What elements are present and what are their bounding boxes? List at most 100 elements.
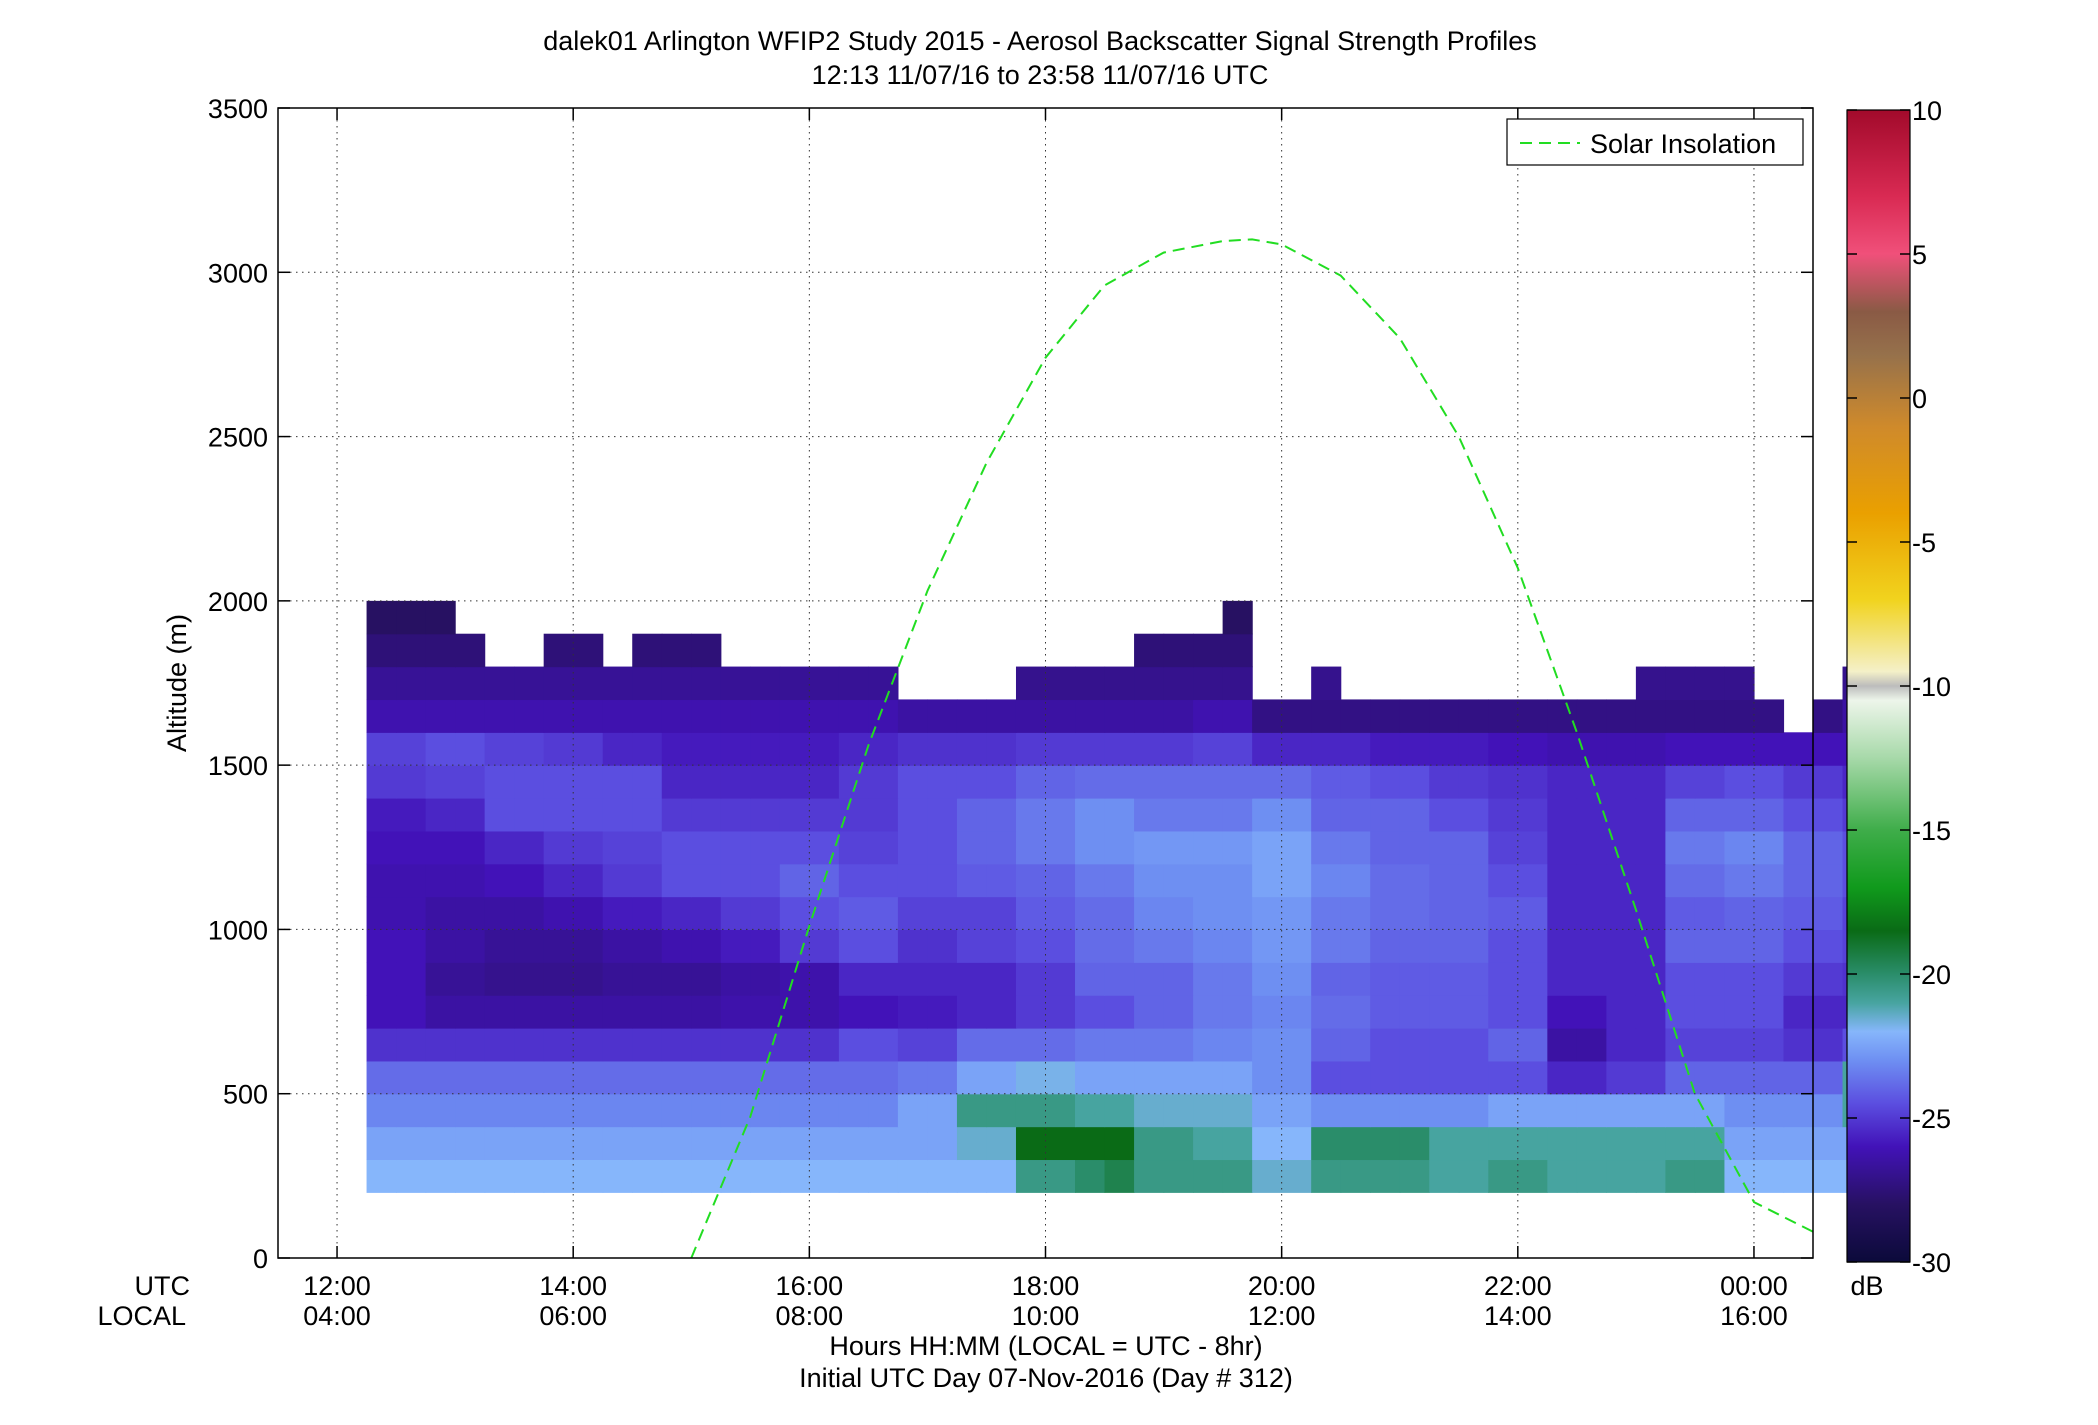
heatmap-cell [956,896,988,931]
heatmap-cell [956,830,988,865]
heatmap-cell [1429,995,1460,1029]
heatmap-cell [1576,1159,1607,1193]
heatmap-cell [1370,1093,1401,1128]
heatmap-cell [396,896,427,931]
heatmap-cell [1370,830,1401,865]
heatmap-cell [1252,1093,1283,1128]
heatmap-cell [1665,765,1696,799]
heatmap-cell [1429,1093,1460,1128]
heatmap-cell [1753,896,1785,931]
heatmap-cell [809,1093,840,1128]
heatmap-cell [1429,1028,1460,1062]
heatmap-cell [1015,929,1047,963]
heatmap-cell [1281,1060,1312,1095]
heatmap-cell [986,798,1017,832]
heatmap-cell [1458,1028,1489,1062]
y-axis: 0 500 1000 1500 2000 2500 3000 3500 [208,94,1813,1274]
colorbar-tick-label: -10 [1912,672,1951,702]
heatmap-cell [1015,1028,1047,1062]
heatmap-cell [1488,1159,1519,1193]
heatmap-cell [484,1028,515,1062]
heatmap-cell [1576,863,1607,898]
heatmap-cell [691,1126,722,1161]
heatmap-cell [1163,896,1194,931]
heatmap-cell [1517,1093,1548,1128]
heatmap-cell [1783,1093,1814,1128]
heatmap-cell [514,765,545,799]
heatmap-cell [1340,1126,1371,1161]
heatmap-cell [573,1126,604,1161]
heatmap-cell [573,666,604,701]
heatmap-cell [425,1159,456,1193]
heatmap-cell [1635,1028,1666,1062]
heatmap-cell [1783,995,1814,1029]
heatmap-cell [1635,995,1666,1029]
heatmap-cell [396,1126,427,1161]
heatmap-cell [868,798,899,832]
heatmap-cell [1517,929,1548,963]
heatmap-cell [514,1060,545,1095]
heatmap-cell [1281,863,1312,898]
heatmap-cell [632,1159,663,1193]
heatmap-cell [1311,699,1342,733]
heatmap-cell [425,929,456,963]
heatmap-cell [986,863,1017,898]
heatmap-cell [396,699,427,733]
heatmap-cell [1134,732,1165,766]
heatmap-cell [632,1093,663,1128]
heatmap-cell [897,798,929,832]
heatmap-cell [1606,1028,1637,1062]
heatmap-cell [1488,798,1519,832]
heatmap-cell [1311,1093,1342,1128]
heatmap-cell [1694,1159,1726,1193]
heatmap-cell [425,765,456,799]
heatmap-cell [809,732,840,766]
heatmap-cell [927,863,958,898]
heatmap-cell [1370,765,1401,799]
heatmap-cell [1370,962,1401,996]
heatmap-cell [1606,765,1637,799]
heatmap-cell [1075,830,1106,865]
heatmap-cell [1694,732,1726,766]
heatmap-cell [1193,633,1224,668]
heatmap-cell [720,1126,751,1161]
heatmap-cell [1813,830,1844,865]
heatmap-cell [396,798,427,832]
heatmap-cell [1311,830,1342,865]
heatmap-cell [661,929,692,963]
heatmap-cell [1488,863,1519,898]
heatmap-cell [425,1126,456,1161]
heatmap-cell [1606,699,1637,733]
heatmap-cell [1783,1028,1814,1062]
heatmap-cell [1311,1159,1342,1193]
heatmap-cell [897,732,929,766]
heatmap-cell [1783,863,1814,898]
heatmap-cell [1252,929,1283,963]
legend: Solar Insolation [1506,118,1804,166]
heatmap-cell [632,798,663,832]
colorbar-tick-label: -5 [1912,528,1936,558]
heatmap-cell [425,995,456,1029]
heatmap-cell [366,633,397,668]
heatmap-cell [868,1126,899,1161]
heatmap-cell [1075,732,1106,766]
heatmap-cell [986,765,1017,799]
heatmap-cell [986,732,1017,766]
heatmap-cell [927,896,958,931]
heatmap-cell [1311,929,1342,963]
heatmap-cell [455,962,486,996]
heatmap-cell [1783,1159,1814,1193]
heatmap-cell [986,995,1017,1029]
heatmap-cell [1370,1126,1401,1161]
heatmap-cell [425,633,456,668]
heatmap-cell [543,1126,574,1161]
heatmap-cell [1458,896,1489,931]
heatmap-cell [1134,633,1165,668]
heatmap-cell [1104,863,1135,898]
heatmap-cell [750,1028,781,1062]
heatmap-cell [484,798,515,832]
heatmap-cell [1075,765,1106,799]
heatmap-cell [1163,1093,1194,1128]
heatmap-cell [1399,830,1430,865]
heatmap-cell [543,962,574,996]
